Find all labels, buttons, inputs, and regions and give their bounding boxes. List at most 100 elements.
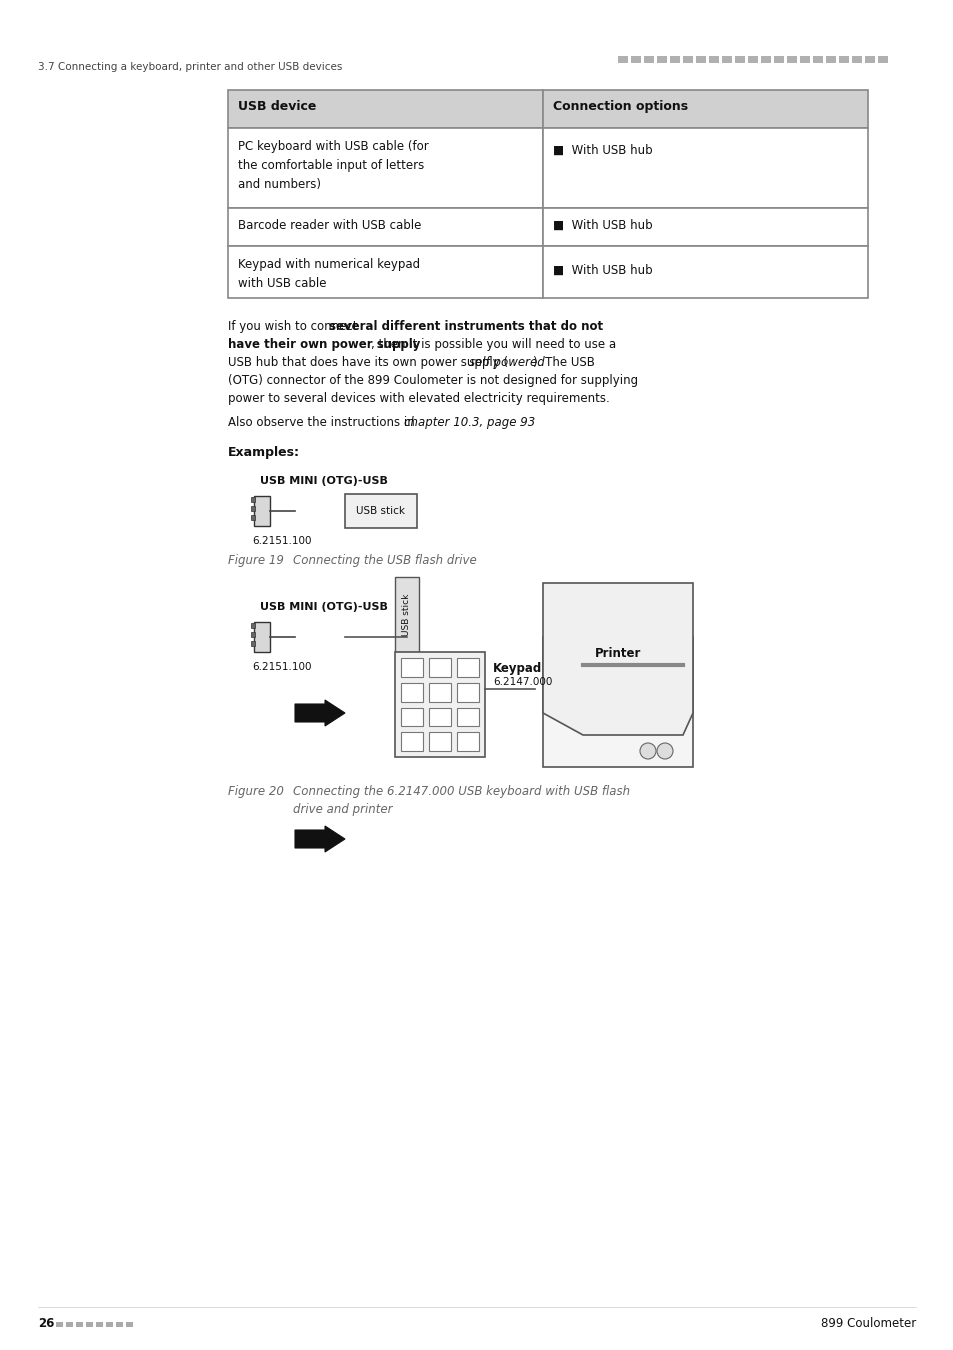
Bar xyxy=(456,732,478,751)
Bar xyxy=(400,707,422,726)
Text: USB device: USB device xyxy=(237,100,316,113)
Circle shape xyxy=(639,743,656,759)
Bar xyxy=(542,208,867,246)
Bar xyxy=(682,55,692,63)
Bar xyxy=(429,683,451,702)
Bar xyxy=(395,576,418,652)
Bar xyxy=(760,55,770,63)
Text: If you wish to connect: If you wish to connect xyxy=(228,320,361,333)
Bar xyxy=(812,55,822,63)
Bar xyxy=(429,657,451,676)
Text: drive and printer: drive and printer xyxy=(293,803,392,815)
Bar xyxy=(456,707,478,726)
Text: USB MINI (OTG)-USB: USB MINI (OTG)-USB xyxy=(260,477,388,486)
Bar xyxy=(400,732,422,751)
Circle shape xyxy=(657,743,672,759)
Polygon shape xyxy=(542,583,692,734)
Text: Keypad with numerical keypad
with USB cable: Keypad with numerical keypad with USB ca… xyxy=(237,258,419,290)
Text: Figure 19: Figure 19 xyxy=(228,554,284,567)
Bar xyxy=(747,55,758,63)
Bar xyxy=(86,1322,92,1327)
Bar xyxy=(56,1322,63,1327)
Bar xyxy=(228,208,542,246)
Bar xyxy=(126,1322,132,1327)
Text: ■  With USB hub: ■ With USB hub xyxy=(553,219,652,232)
Bar xyxy=(66,1322,73,1327)
Bar xyxy=(106,1322,112,1327)
Bar xyxy=(251,632,254,637)
Text: 6.2151.100: 6.2151.100 xyxy=(252,662,312,672)
Bar xyxy=(800,55,809,63)
Bar xyxy=(251,514,254,520)
Bar xyxy=(251,506,254,512)
Bar xyxy=(825,55,835,63)
Bar xyxy=(251,622,254,628)
Bar xyxy=(228,128,542,208)
Text: USB hub that does have its own power supply (: USB hub that does have its own power sup… xyxy=(228,356,508,369)
Text: Connecting the USB flash drive: Connecting the USB flash drive xyxy=(293,554,476,567)
Text: self powered: self powered xyxy=(469,356,544,369)
Text: Connecting the 6.2147.000 USB keyboard with USB flash: Connecting the 6.2147.000 USB keyboard w… xyxy=(293,784,630,798)
Text: ). The USB: ). The USB xyxy=(533,356,595,369)
Bar xyxy=(864,55,874,63)
Text: Keypad: Keypad xyxy=(493,662,541,675)
Text: USB stick: USB stick xyxy=(356,506,405,516)
Bar xyxy=(76,1322,83,1327)
Text: (OTG) connector of the 899 Coulometer is not designed for supplying: (OTG) connector of the 899 Coulometer is… xyxy=(228,374,638,387)
Bar xyxy=(456,657,478,676)
Bar xyxy=(773,55,783,63)
Bar xyxy=(696,55,705,63)
Bar xyxy=(542,128,867,208)
Text: .: . xyxy=(518,416,522,429)
Bar xyxy=(96,1322,103,1327)
Bar xyxy=(542,637,692,767)
Bar xyxy=(400,657,422,676)
Bar xyxy=(429,707,451,726)
Text: have their own power supply: have their own power supply xyxy=(228,338,420,351)
Bar xyxy=(400,683,422,702)
Bar xyxy=(542,90,867,128)
Text: Also observe the instructions in: Also observe the instructions in xyxy=(228,416,418,429)
Bar xyxy=(618,55,627,63)
Bar xyxy=(395,652,484,757)
Text: 26: 26 xyxy=(38,1318,54,1330)
Bar xyxy=(542,246,867,298)
Text: Examples:: Examples: xyxy=(228,446,299,459)
Bar xyxy=(253,495,270,526)
Text: chapter 10.3, page 93: chapter 10.3, page 93 xyxy=(403,416,535,429)
Text: 6.2151.100: 6.2151.100 xyxy=(252,536,312,545)
Text: Connection options: Connection options xyxy=(553,100,687,113)
Bar xyxy=(657,55,666,63)
Text: PC keyboard with USB cable (for
the comfortable input of letters
and numbers): PC keyboard with USB cable (for the comf… xyxy=(237,140,428,190)
Text: 6.2147.000: 6.2147.000 xyxy=(493,676,552,687)
Polygon shape xyxy=(294,826,345,852)
Bar xyxy=(429,732,451,751)
Bar xyxy=(251,641,254,647)
Text: several different instruments that do not: several different instruments that do no… xyxy=(329,320,602,333)
Bar xyxy=(643,55,654,63)
Text: power to several devices with elevated electricity requirements.: power to several devices with elevated e… xyxy=(228,392,609,405)
Text: , then it is possible you will need to use a: , then it is possible you will need to u… xyxy=(371,338,616,351)
Text: USB MINI (OTG)-USB: USB MINI (OTG)-USB xyxy=(260,602,388,612)
Bar xyxy=(708,55,719,63)
Bar xyxy=(877,55,887,63)
Bar xyxy=(851,55,862,63)
Text: Figure 20: Figure 20 xyxy=(228,784,284,798)
Text: ■  With USB hub: ■ With USB hub xyxy=(553,265,652,277)
Text: ■  With USB hub: ■ With USB hub xyxy=(553,144,652,157)
Bar xyxy=(116,1322,123,1327)
Bar xyxy=(253,622,270,652)
Bar xyxy=(251,497,254,502)
Bar xyxy=(456,683,478,702)
Bar xyxy=(721,55,731,63)
Bar xyxy=(669,55,679,63)
Text: 899 Coulometer: 899 Coulometer xyxy=(820,1318,915,1330)
Text: Printer: Printer xyxy=(594,647,640,660)
Bar xyxy=(734,55,744,63)
Text: Barcode reader with USB cable: Barcode reader with USB cable xyxy=(237,219,421,232)
Text: USB stick: USB stick xyxy=(402,593,411,636)
Bar xyxy=(630,55,640,63)
Bar xyxy=(786,55,796,63)
Text: 3.7 Connecting a keyboard, printer and other USB devices: 3.7 Connecting a keyboard, printer and o… xyxy=(38,62,342,72)
Bar xyxy=(228,90,542,128)
